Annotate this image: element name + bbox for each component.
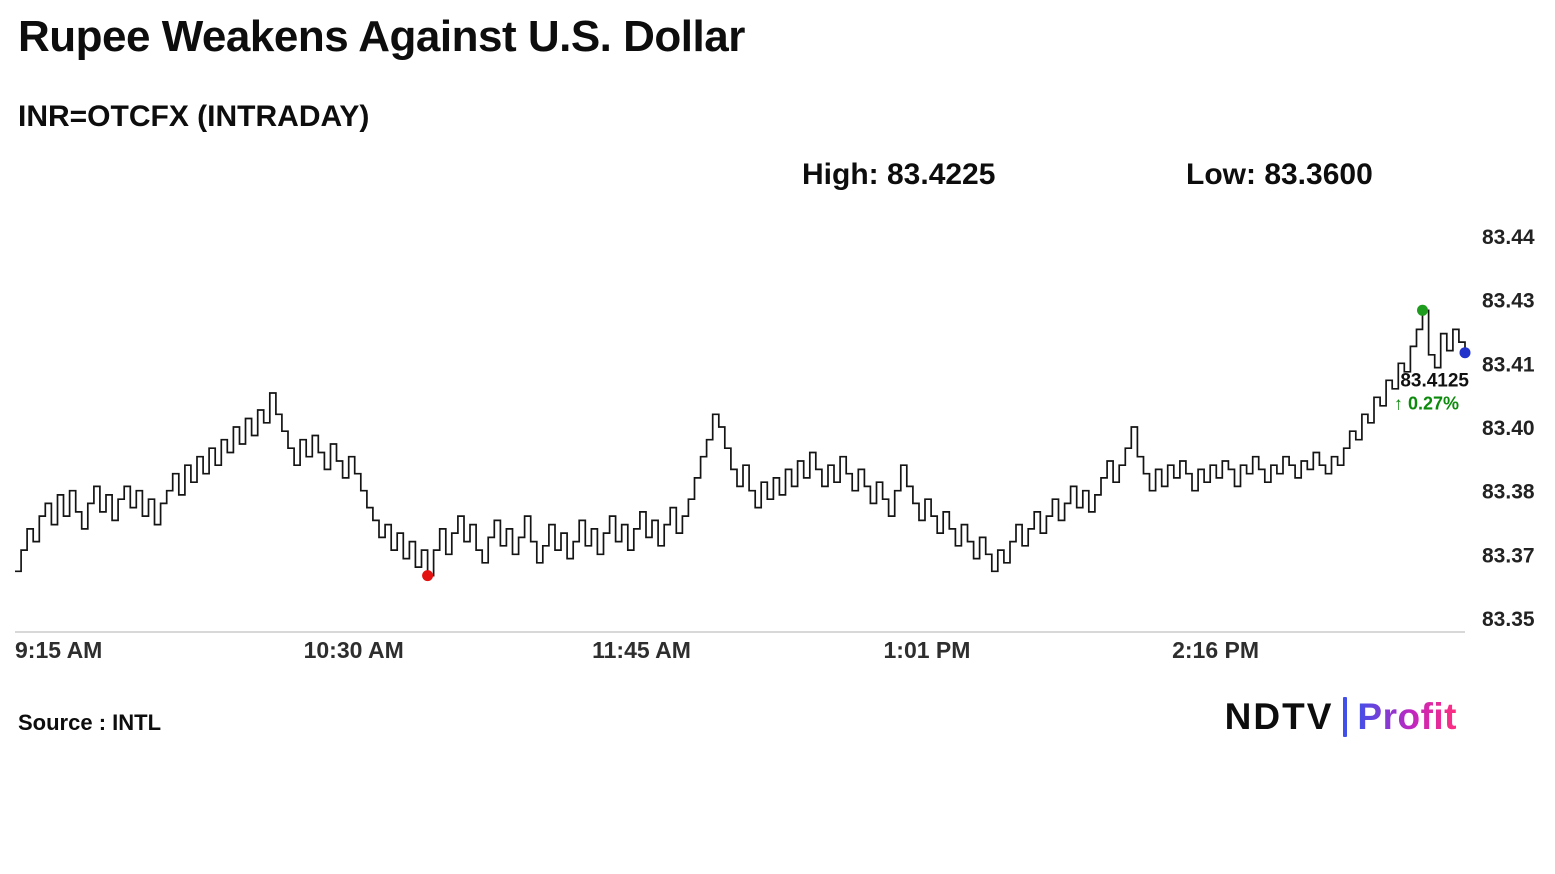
high-label: High: (802, 158, 887, 191)
y-tick-label: 83.41 (1482, 353, 1535, 376)
low-number: 83.3600 (1264, 158, 1373, 191)
last-marker (1459, 347, 1471, 359)
y-tick-label: 83.40 (1482, 417, 1535, 440)
x-tick-label: 9:15 AM (15, 637, 102, 663)
low-label: Low: (1186, 158, 1265, 191)
x-tick-label: 10:30 AM (304, 637, 404, 663)
y-tick-label: 83.37 (1482, 544, 1535, 567)
high-number: 83.4225 (886, 158, 996, 191)
price-line (15, 309, 1466, 577)
source-credit: Source : INTL (18, 710, 162, 735)
y-tick-label: 83.44 (1482, 226, 1535, 249)
low-value: Low: 83.3600 (1186, 158, 1373, 192)
page-title: Rupee Weakens Against U.S. Dollar (18, 12, 745, 61)
x-tick-label: 2:16 PM (1172, 637, 1259, 663)
y-tick-label: 83.38 (1482, 481, 1535, 504)
ndtv-logo-text: NDTV (1224, 696, 1334, 737)
instrument-subtitle: INR=OTCFX (INTRADAY) (18, 100, 370, 133)
high-value: High: 83.4225 (802, 158, 995, 192)
logo-separator-bar (1343, 697, 1348, 737)
profit-logo-text: Profit (1357, 696, 1457, 737)
x-tick-label: 1:01 PM (884, 637, 971, 663)
last-price-label: 83.4125 (1400, 371, 1469, 392)
ndtv-profit-logo: NDTV Profit (1225, 696, 1457, 738)
y-tick-label: 83.35 (1482, 608, 1535, 631)
x-tick-label: 11:45 AM (592, 637, 691, 663)
change-percent-label: ↑ 0.27% (1394, 394, 1459, 414)
low-marker (422, 570, 434, 582)
high-marker (1417, 304, 1428, 316)
y-tick-label: 83.43 (1482, 290, 1535, 313)
